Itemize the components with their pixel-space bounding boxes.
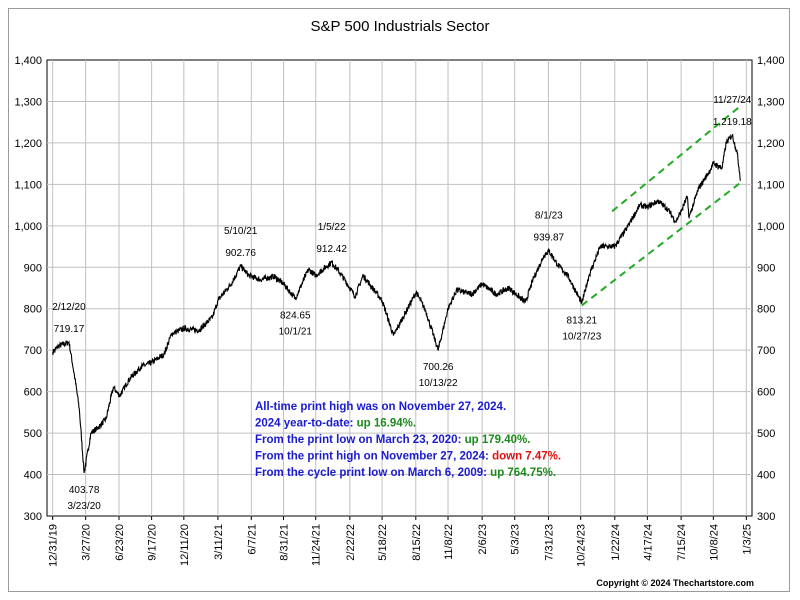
x-tick-label: 2/22/22 (345, 524, 357, 561)
chart-frame (8, 8, 790, 592)
annotation-label: 10/1/21 (279, 327, 313, 338)
y-tick-label-right: 1,200 (757, 138, 785, 150)
annotation-label: 2/12/20 (52, 302, 86, 313)
annotation-label: 824.65 (280, 311, 311, 322)
annotation-label: 5/10/21 (224, 226, 258, 237)
x-tick-label: 11/8/22 (443, 524, 455, 560)
x-tick-label: 5/18/22 (377, 524, 389, 561)
x-tick-label: 6/7/21 (246, 524, 258, 555)
annotation-label: 8/1/23 (535, 211, 563, 222)
y-tick-label-right: 800 (757, 304, 775, 316)
x-tick-label: 1/22/24 (610, 524, 622, 561)
x-tick-label: 2/6/23 (477, 524, 489, 555)
notes-segment: All-time print high was on November 27, … (255, 401, 506, 413)
annotation-label: 1,219.18 (713, 117, 752, 128)
y-tick-label-right: 1,300 (757, 96, 785, 108)
y-tick-label-left: 900 (24, 262, 42, 274)
trend-channel-line (611, 104, 742, 213)
x-tick-label: 7/31/23 (543, 524, 555, 561)
y-tick-label-left: 1,200 (14, 138, 42, 150)
notes-segment: up 179.40%. (465, 434, 531, 446)
x-tick-label: 3/11/21 (213, 524, 225, 560)
price-series-line (52, 133, 741, 474)
annotation-label: 10/13/22 (419, 378, 458, 389)
annotation-label: 700.26 (423, 362, 454, 373)
notes-segment: 2024 year-to-date: (255, 418, 357, 430)
x-tick-label: 9/17/20 (147, 524, 159, 561)
x-tick-label: 3/27/20 (81, 524, 93, 561)
y-tick-label-right: 600 (757, 387, 775, 399)
y-tick-label-right: 400 (757, 470, 775, 482)
annotation-label: 3/23/20 (67, 501, 101, 512)
y-tick-label-left: 1,300 (14, 96, 42, 108)
y-tick-label-right: 300 (757, 511, 775, 523)
notes-line: From the print high on November 27, 2024… (255, 451, 561, 463)
annotation-label: 1/5/22 (318, 222, 346, 233)
y-tick-label-left: 800 (24, 304, 42, 316)
y-tick-label-left: 300 (24, 511, 42, 523)
annotation-label: 11/27/24 (713, 95, 752, 106)
notes-segment: From the print low on March 23, 2020: (255, 434, 465, 446)
y-tick-label-right: 700 (757, 345, 775, 357)
y-tick-label-left: 1,400 (14, 55, 42, 67)
y-tick-label-left: 1,000 (14, 221, 42, 233)
notes-segment: down 7.47%. (492, 451, 561, 463)
y-tick-label-left: 400 (24, 470, 42, 482)
y-tick-label-left: 500 (24, 428, 42, 440)
notes-line: All-time print high was on November 27, … (255, 401, 506, 413)
annotation-label: 902.76 (225, 248, 256, 259)
annotation-label: 10/27/23 (562, 331, 601, 342)
notes-segment: From the cycle print low on March 6, 200… (255, 467, 490, 479)
copyright-text: Copyright © 2024 Thechartstore.com (596, 578, 754, 588)
notes-line: 2024 year-to-date: up 16.94%. (255, 418, 416, 430)
x-tick-label: 10/24/23 (576, 524, 588, 567)
x-tick-label: 8/15/22 (411, 524, 423, 561)
x-tick-label: 7/15/24 (676, 524, 688, 561)
y-tick-label-right: 900 (757, 262, 775, 274)
annotation-label: 912.42 (316, 244, 347, 255)
x-tick-label: 8/31/21 (279, 524, 291, 561)
y-tick-label-right: 500 (757, 428, 775, 440)
y-tick-label-right: 1,100 (757, 179, 785, 191)
annotation-label: 719.17 (54, 324, 85, 335)
x-tick-label: 6/23/20 (114, 524, 126, 561)
annotation-label: 813.21 (567, 315, 598, 326)
trend-channel-line (581, 181, 742, 307)
plot-area (46, 59, 753, 517)
notes-line: From the print low on March 23, 2020: up… (255, 434, 530, 446)
chart-title: S&P 500 Industrials Sector (310, 18, 490, 35)
notes-segment: From the print high on November 27, 2024… (255, 451, 492, 463)
y-tick-label-left: 700 (24, 345, 42, 357)
annotation-label: 403.78 (69, 485, 100, 496)
y-tick-label-right: 1,000 (757, 221, 785, 233)
notes-line: From the cycle print low on March 6, 200… (255, 467, 556, 479)
annotation-label: 939.87 (534, 233, 565, 244)
notes-segment: up 764.75%. (490, 467, 556, 479)
y-tick-label-left: 600 (24, 387, 42, 399)
y-tick-label-right: 1,400 (757, 55, 785, 67)
x-tick-label: 10/8/24 (708, 524, 720, 561)
x-tick-label: 11/24/21 (311, 524, 323, 566)
x-tick-label: 1/3/25 (741, 524, 753, 555)
y-tick-label-left: 1,100 (14, 179, 42, 191)
x-tick-label: 4/17/24 (642, 524, 654, 561)
x-tick-label: 12/11/20 (179, 524, 191, 566)
notes-segment: up 16.94%. (357, 418, 416, 430)
x-tick-label: 5/3/23 (510, 524, 522, 555)
x-tick-label: 12/31/19 (48, 524, 60, 567)
